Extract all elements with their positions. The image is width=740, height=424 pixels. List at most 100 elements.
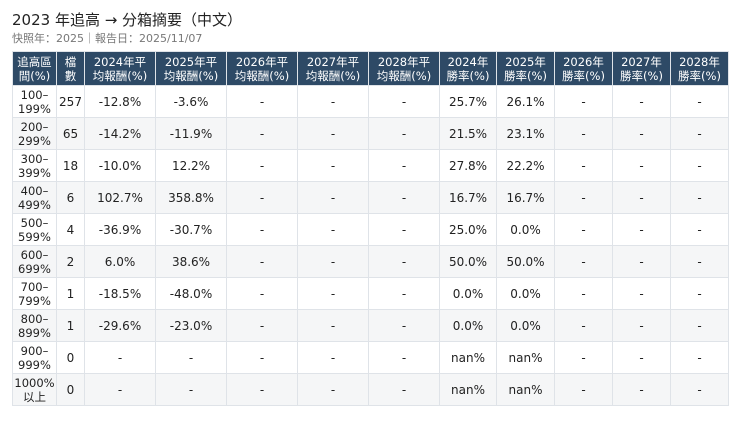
value-cell: - xyxy=(554,245,613,278)
value-cell: - xyxy=(226,341,298,374)
value-cell: 12.2% xyxy=(155,149,227,182)
value-cell: - xyxy=(368,373,440,406)
column-header-line: 勝率(%) xyxy=(504,68,547,83)
table-row: 600– 699% 2 6.0% 38.6% - - -50.0% 50.0% - - - xyxy=(12,245,729,278)
range-cell-line: 800– xyxy=(20,311,49,326)
range-cell: 100– 199% xyxy=(12,85,57,118)
value-cell: - xyxy=(554,277,613,310)
range-cell-line: 600– xyxy=(20,247,49,262)
header-row: 追高區 間(%) 檔數 2024年平 均報酬(%) 2025年平 均報酬(%) 2026年平均… xyxy=(12,51,729,86)
range-cell-line: 499% xyxy=(18,197,51,212)
value-cell: - xyxy=(554,213,613,246)
column-header: 2028年 勝率(%) xyxy=(670,51,729,86)
column-header-line: 勝率(%) xyxy=(678,68,721,83)
column-header-line: 間(%) xyxy=(18,68,51,83)
column-header-line: 2028年 xyxy=(679,54,720,69)
value-cell: - xyxy=(155,373,227,406)
column-header: 2027年 勝率(%) xyxy=(612,51,671,86)
column-header: 檔數 xyxy=(56,51,85,86)
column-header-line: 勝率(%) xyxy=(562,68,605,83)
value-cell: 16.7% xyxy=(439,181,497,214)
summary-table: 追高區 間(%) 檔數 2024年平 均報酬(%) 2025年平 均報酬(%) 2026年平均… xyxy=(12,51,729,406)
table-row: 200– 299% 65 -14.2% -11.9% - - -21.5% 23.1% - - - xyxy=(12,117,729,150)
column-header-line: 均報酬(%) xyxy=(305,68,361,83)
value-cell: 25.7% xyxy=(439,85,497,118)
value-cell: - xyxy=(368,117,440,150)
value-cell: - xyxy=(612,149,671,182)
column-header: 2026年 勝率(%) xyxy=(554,51,613,86)
value-cell: 102.7% xyxy=(84,181,156,214)
count-cell: 1 xyxy=(56,277,85,310)
value-cell: 25.0% xyxy=(439,213,497,246)
value-cell: - xyxy=(554,149,613,182)
value-cell: - xyxy=(155,341,227,374)
value-cell: - xyxy=(297,341,369,374)
column-header-line: 2026年平 xyxy=(235,54,289,69)
range-cell: 900– 999% xyxy=(12,341,57,374)
column-header: 2024年平 均報酬(%) xyxy=(84,51,156,86)
table-row: 800– 899% 1 -29.6% -23.0% - - -0.0% 0.0% - - - xyxy=(12,309,729,342)
value-cell: - xyxy=(226,181,298,214)
value-cell: 22.2% xyxy=(496,149,555,182)
range-cell-line: 199% xyxy=(18,101,51,116)
value-cell: - xyxy=(297,85,369,118)
value-cell: 16.7% xyxy=(496,181,555,214)
value-cell: - xyxy=(612,117,671,150)
value-cell: - xyxy=(612,213,671,246)
value-cell: - xyxy=(297,149,369,182)
value-cell: - xyxy=(554,309,613,342)
column-header-line: 2027年平 xyxy=(306,54,360,69)
count-cell: 0 xyxy=(56,373,85,406)
value-cell: 50.0% xyxy=(439,245,497,278)
count-cell: 4 xyxy=(56,213,85,246)
value-cell: - xyxy=(368,213,440,246)
range-cell: 600– 699% xyxy=(12,245,57,278)
range-cell-line: 700– xyxy=(20,279,49,294)
value-cell: - xyxy=(368,277,440,310)
value-cell: - xyxy=(368,341,440,374)
value-cell: - xyxy=(554,341,613,374)
value-cell: 6.0% xyxy=(84,245,156,278)
count-cell: 1 xyxy=(56,309,85,342)
value-cell: - xyxy=(297,245,369,278)
value-cell: - xyxy=(368,245,440,278)
column-header-line: 2025年平 xyxy=(164,54,218,69)
range-cell: 400– 499% xyxy=(12,181,57,214)
value-cell: - xyxy=(670,149,729,182)
range-cell-line: 300– xyxy=(20,151,49,166)
value-cell: - xyxy=(226,117,298,150)
value-cell: - xyxy=(84,373,156,406)
column-header: 追高區 間(%) xyxy=(12,51,57,86)
value-cell: - xyxy=(612,181,671,214)
count-cell: 0 xyxy=(56,341,85,374)
table-row: 100– 199% 257 -12.8% -3.6% - - -25.7% 26.1% - - - xyxy=(12,85,729,118)
column-header: 2025年平 均報酬(%) xyxy=(155,51,227,86)
value-cell: -11.9% xyxy=(155,117,227,150)
range-cell-line: 699% xyxy=(18,261,51,276)
count-cell: 18 xyxy=(56,149,85,182)
range-cell: 500– 599% xyxy=(12,213,57,246)
range-cell-line: 299% xyxy=(18,133,51,148)
column-header-line: 2024年平 xyxy=(93,54,147,69)
value-cell: 38.6% xyxy=(155,245,227,278)
value-cell: nan% xyxy=(439,373,497,406)
value-cell: 0.0% xyxy=(439,277,497,310)
range-cell-line: 200– xyxy=(20,119,49,134)
range-cell-line: 以上 xyxy=(23,389,46,404)
range-cell-line: 100– xyxy=(20,87,49,102)
range-cell-line: 999% xyxy=(18,357,51,372)
column-header-line: 2025年 xyxy=(505,54,546,69)
value-cell: - xyxy=(84,341,156,374)
value-cell: -18.5% xyxy=(84,277,156,310)
value-cell: - xyxy=(368,85,440,118)
value-cell: - xyxy=(670,85,729,118)
table-row: 1000% 以上 0- - - - - nan% nan% - - - xyxy=(12,373,729,406)
count-cell: 6 xyxy=(56,181,85,214)
column-header-line: 追高區 xyxy=(17,54,52,69)
value-cell: - xyxy=(368,181,440,214)
value-cell: 26.1% xyxy=(496,85,555,118)
value-cell: - xyxy=(670,309,729,342)
value-cell: - xyxy=(612,277,671,310)
table-row: 900– 999% 0- - - - - nan% nan% - - - xyxy=(12,341,729,374)
value-cell: - xyxy=(226,309,298,342)
